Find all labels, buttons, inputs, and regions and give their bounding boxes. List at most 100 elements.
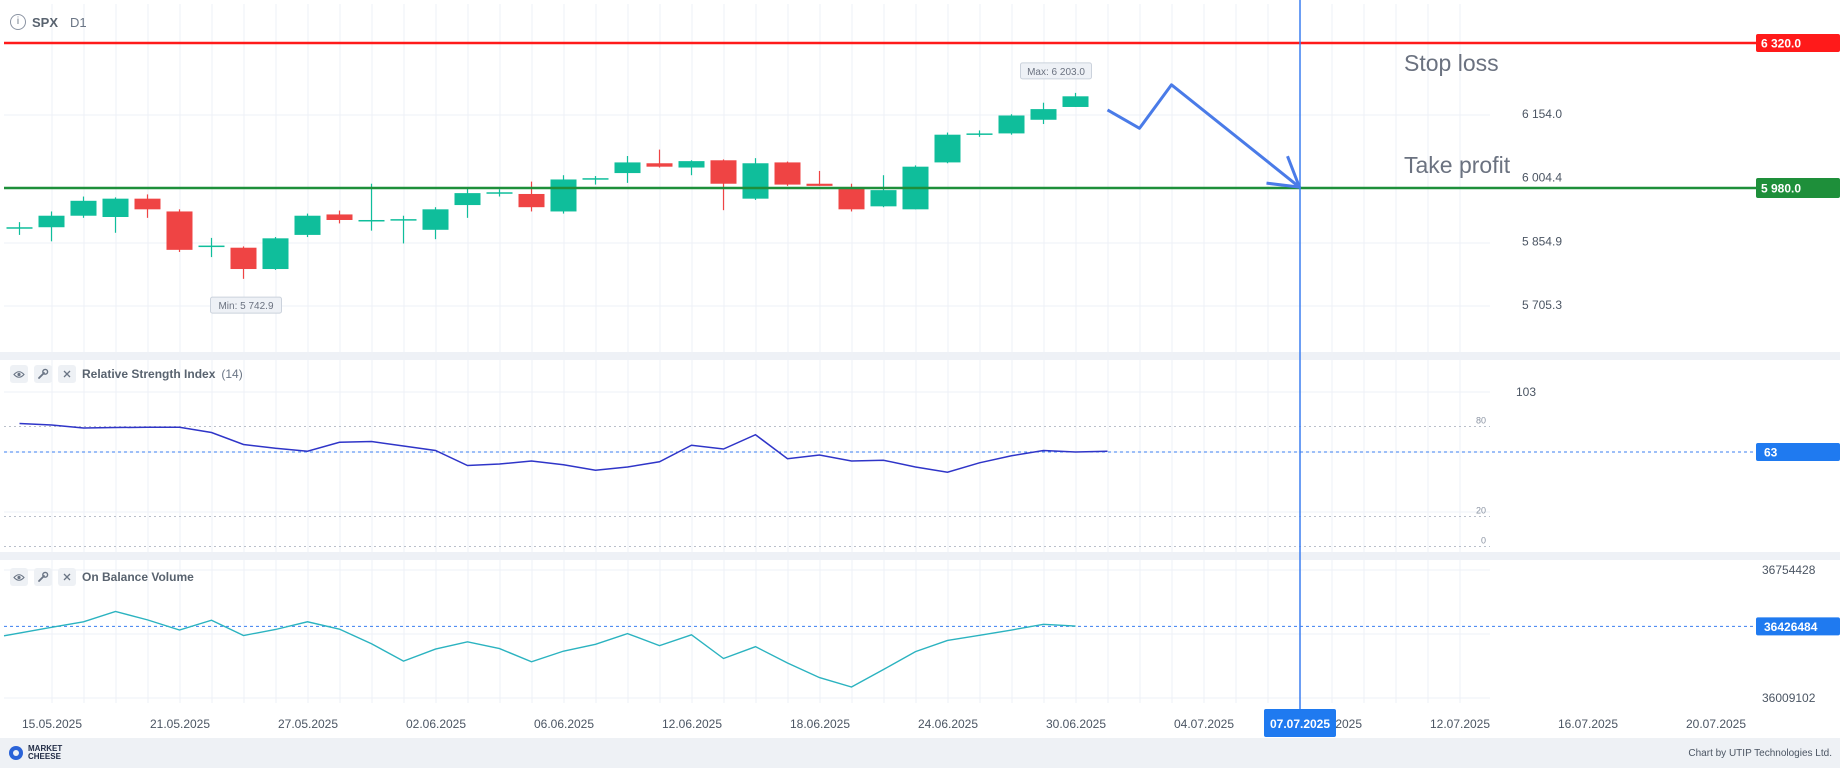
candle-body	[422, 209, 449, 230]
max-price-label: Max: 6 203.0	[1027, 67, 1085, 78]
obv-axis-tick: 36754428	[1762, 563, 1816, 577]
rsi-panel-header: Relative Strength Index (14)	[10, 365, 243, 383]
candle-body	[838, 188, 865, 210]
candle[interactable]	[870, 175, 897, 208]
candle[interactable]	[582, 176, 609, 185]
panel-separator[interactable]	[0, 352, 1840, 360]
candle[interactable]	[646, 149, 673, 168]
date-axis-tick: 02.06.2025	[406, 717, 466, 731]
eye-icon[interactable]	[10, 568, 28, 586]
take-profit-price-tag[interactable]	[1756, 178, 1840, 198]
forecast-path[interactable]	[1106, 83, 1301, 189]
obv-value-label: 36426484	[1764, 620, 1818, 634]
close-icon[interactable]	[58, 568, 76, 586]
date-axis-tick: 16.07.2025	[1558, 717, 1618, 731]
close-icon[interactable]	[58, 365, 76, 383]
rsi-level-label: 0	[1481, 536, 1486, 546]
date-axis[interactable]	[0, 703, 1840, 738]
logo-text-line2: CHEESE	[28, 752, 61, 761]
symbol-label: SPX	[32, 14, 59, 30]
max-price-label-box	[1020, 62, 1092, 80]
date-axis-tick: 04.07.2025	[1174, 717, 1234, 731]
candle[interactable]	[742, 158, 769, 200]
candle[interactable]	[198, 237, 225, 258]
wrench-icon[interactable]	[34, 568, 52, 586]
candle[interactable]	[486, 189, 513, 197]
wrench-icon[interactable]	[34, 365, 52, 383]
candle[interactable]	[678, 160, 705, 176]
symbol-header: i SPX D1	[10, 14, 87, 30]
candle[interactable]	[70, 196, 97, 218]
price-axis-tick: 5 854.9	[1522, 234, 1562, 248]
obv-panel-header: On Balance Volume	[10, 568, 194, 586]
candle[interactable]	[6, 222, 33, 235]
candle-body	[742, 163, 769, 199]
price-axis-tick: 6 154.0	[1522, 107, 1562, 121]
candle-body	[70, 200, 97, 216]
date-axis-tick: 06.06.2025	[534, 717, 594, 731]
rsi-indicator-param: (14)	[221, 367, 243, 381]
obv-indicator-name: On Balance Volume	[82, 570, 194, 584]
candle[interactable]	[518, 181, 545, 212]
candle[interactable]	[614, 156, 641, 183]
candle[interactable]	[294, 213, 321, 238]
candle[interactable]	[326, 210, 353, 224]
candle-body	[678, 161, 705, 168]
candle[interactable]	[166, 209, 193, 252]
candle[interactable]	[934, 132, 961, 164]
candle[interactable]	[1062, 92, 1089, 107]
rsi-level-label: 20	[1476, 506, 1486, 516]
date-axis-tick: 21.05.2025	[150, 717, 210, 731]
info-icon[interactable]: i	[10, 14, 26, 30]
candle[interactable]	[966, 130, 993, 137]
candle-body	[806, 183, 833, 186]
cursor-date-tag[interactable]	[1264, 709, 1336, 737]
chart-credit: Chart by UTIP Technologies Ltd.	[1688, 748, 1832, 759]
candle-body	[934, 134, 961, 163]
candle-body	[166, 211, 193, 250]
take-profit-price-label: 5 980.0	[1761, 182, 1801, 196]
candle-body	[486, 192, 513, 194]
rsi-series-line[interactable]	[19, 422, 1108, 474]
candle[interactable]	[262, 237, 289, 270]
candle[interactable]	[806, 170, 833, 186]
candle[interactable]	[102, 197, 129, 233]
date-axis-tick: 30.06.2025	[1046, 717, 1106, 731]
candle-body	[134, 198, 161, 210]
rsi-level-label: 80	[1476, 416, 1486, 426]
candle-body	[966, 133, 993, 135]
rsi-value-label: 63	[1764, 446, 1778, 460]
candle[interactable]	[358, 183, 385, 231]
candle[interactable]	[230, 246, 257, 279]
candle-body	[230, 247, 257, 270]
candle-body	[6, 227, 33, 229]
candle-body	[38, 215, 65, 228]
candle[interactable]	[550, 175, 577, 214]
candle[interactable]	[38, 211, 65, 242]
candle-body	[102, 198, 129, 217]
take-profit-text: Take profit	[1404, 152, 1511, 178]
date-axis-tick: 15.05.2025	[22, 717, 82, 731]
obv-series-line[interactable]	[3, 610, 1076, 688]
panel-separator[interactable]	[0, 552, 1840, 560]
obv-value-tag[interactable]	[1756, 617, 1840, 636]
date-axis-tick: 27.05.2025	[278, 717, 338, 731]
candle-body	[1030, 109, 1057, 120]
eye-icon[interactable]	[10, 365, 28, 383]
candle[interactable]	[134, 194, 161, 218]
candle[interactable]	[390, 215, 417, 244]
candle-body	[262, 238, 289, 270]
candle[interactable]	[454, 188, 481, 218]
candle[interactable]	[774, 161, 801, 186]
rsi-value-tag[interactable]	[1756, 443, 1840, 461]
logo-icon	[9, 746, 23, 760]
trading-chart[interactable]: 6 154.0 6 004.4 5 854.9 5 705.3 Max: 6 203.0…	[0, 0, 1840, 738]
candle[interactable]	[422, 207, 449, 240]
candle-body	[710, 160, 737, 184]
candle[interactable]	[1030, 102, 1057, 125]
candle[interactable]	[998, 114, 1025, 135]
candle-body	[294, 215, 321, 235]
stop-loss-price-tag[interactable]	[1756, 34, 1840, 52]
candle[interactable]	[710, 159, 737, 211]
candle-body	[614, 162, 641, 174]
